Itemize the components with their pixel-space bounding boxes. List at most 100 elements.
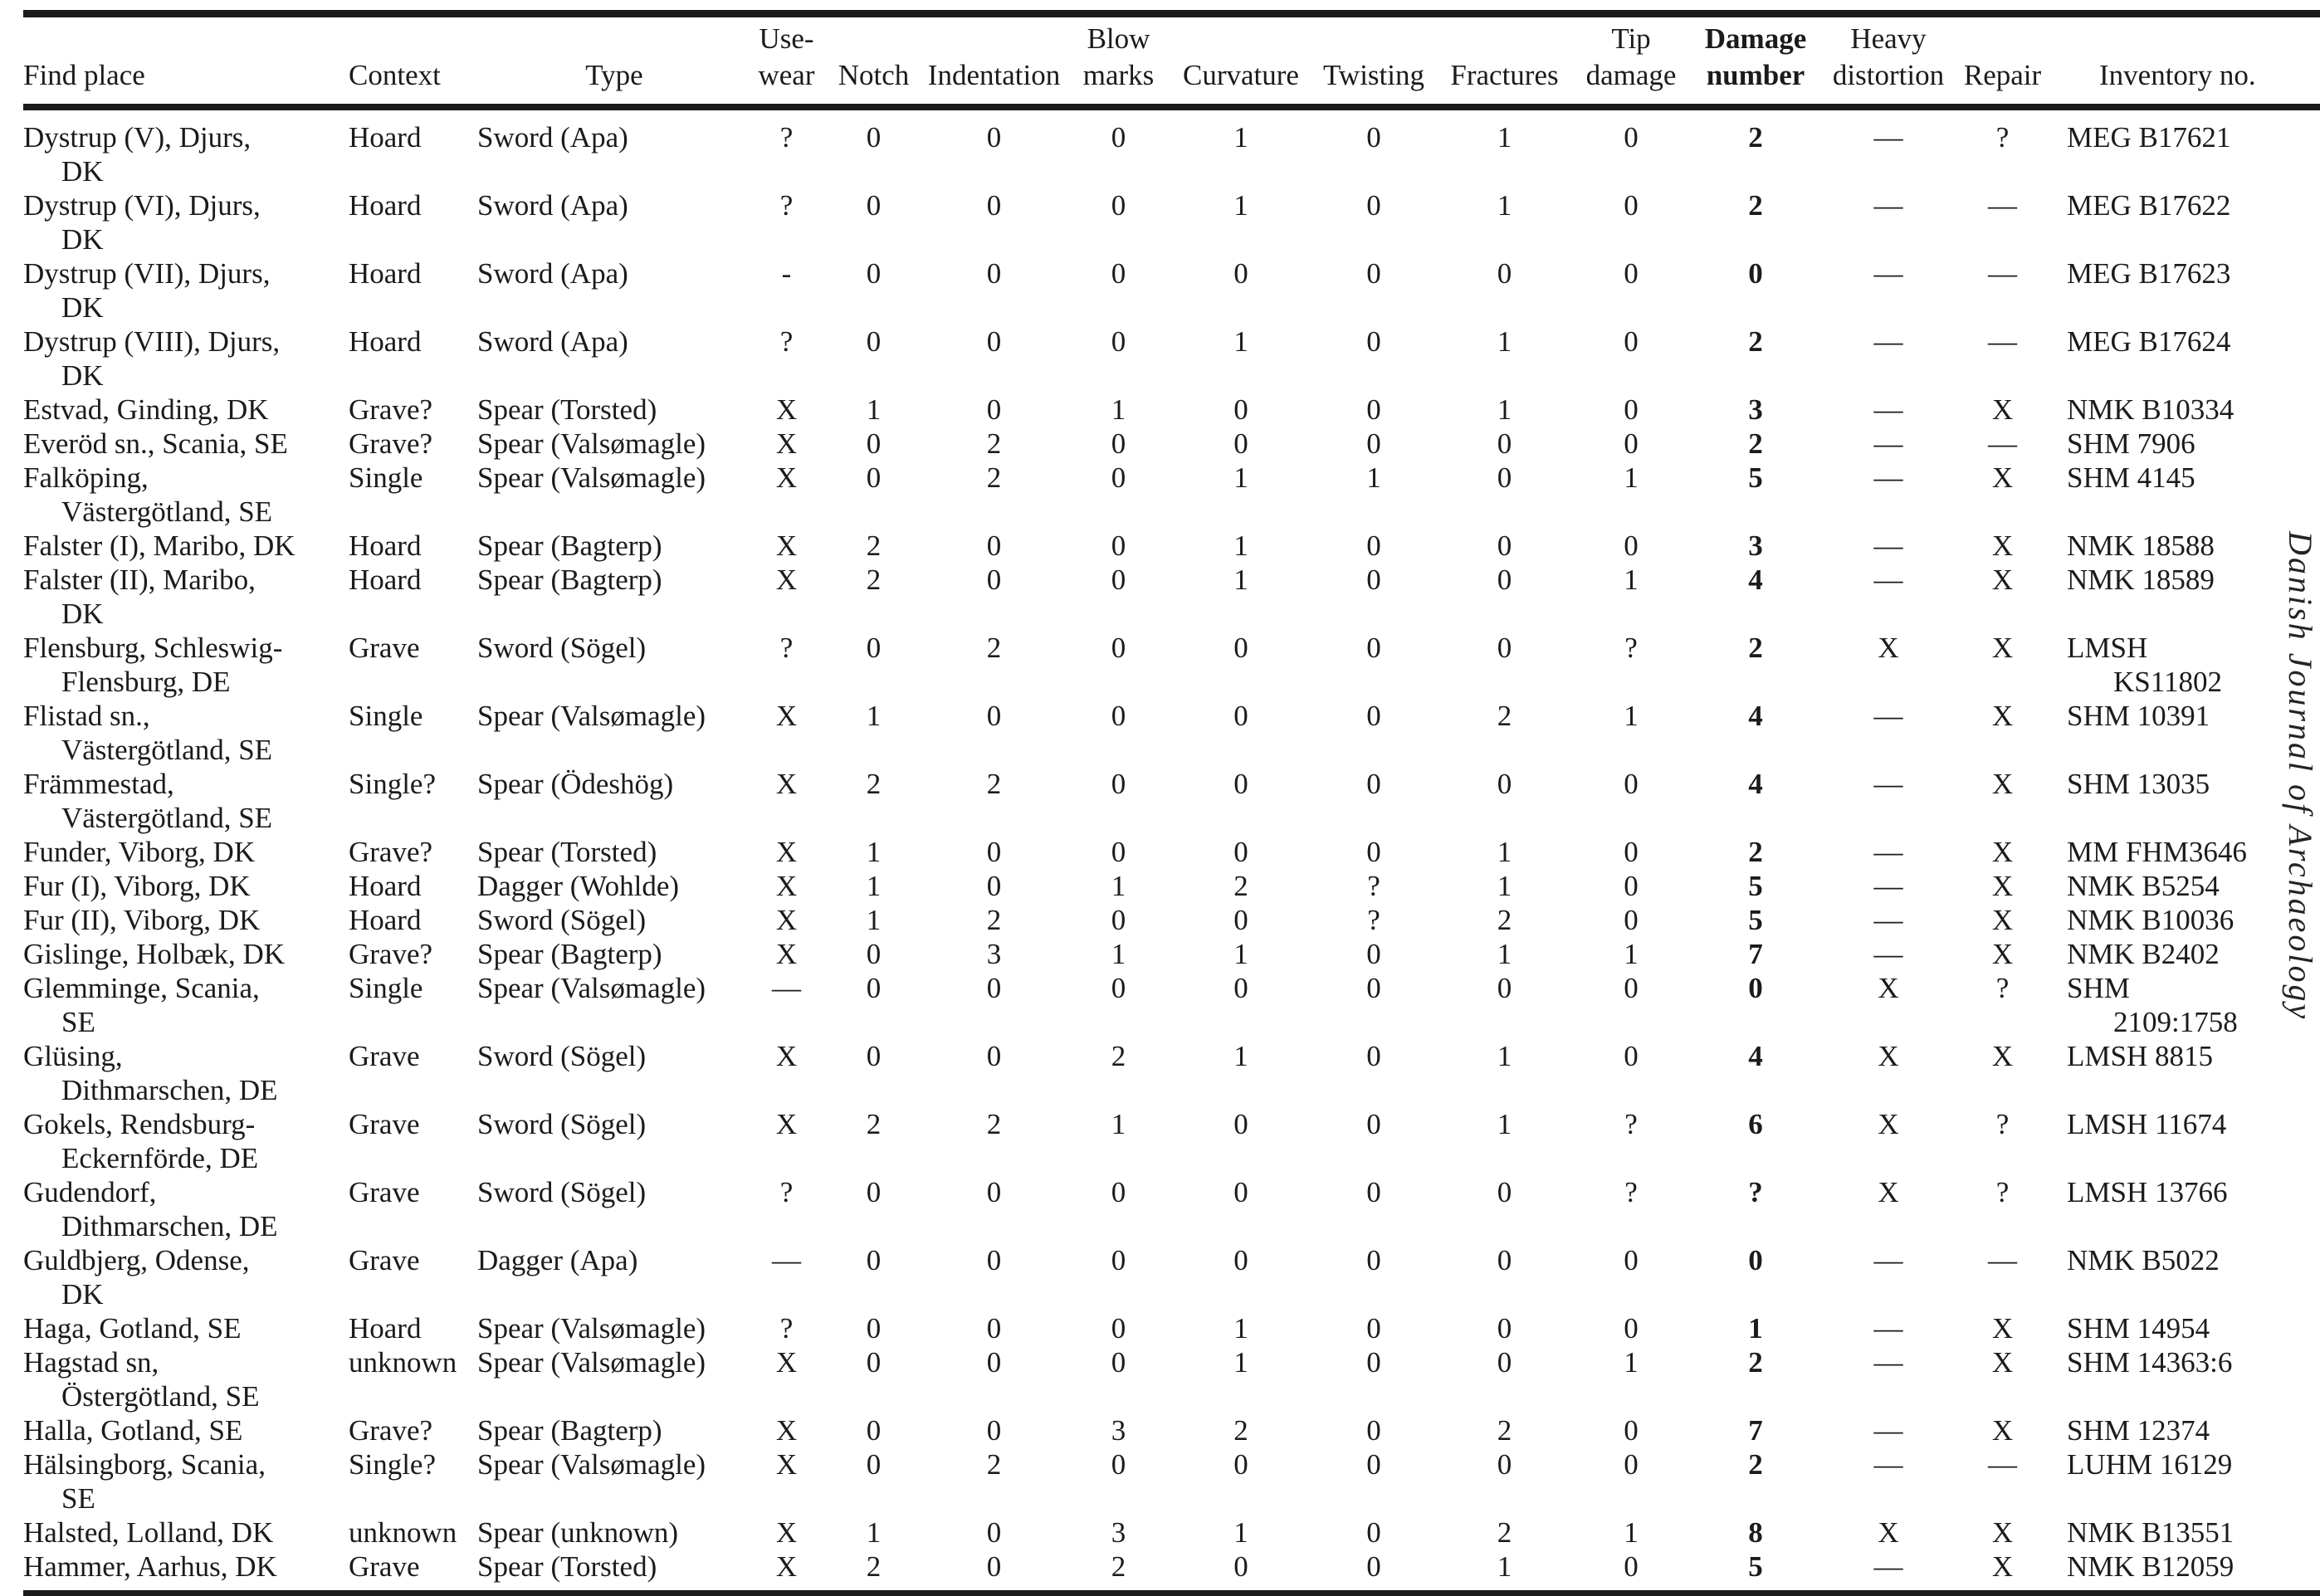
table-cell: — xyxy=(1988,325,2017,358)
table-cell: 2 xyxy=(1748,325,1763,358)
table-cell: 0 xyxy=(1748,257,1763,290)
table-cell: Sword (Apa) xyxy=(477,189,628,222)
table-cell: 1 xyxy=(1624,700,1639,732)
table-cell: X xyxy=(1991,768,2014,800)
table-cell: — xyxy=(1988,427,2017,460)
table-cell: 0 xyxy=(1624,530,1639,562)
table-cell: ? xyxy=(1624,1108,1638,1140)
table-cell: 0 xyxy=(1233,1176,1248,1208)
table-cell: — xyxy=(1873,904,1903,936)
table-cell: ? xyxy=(779,121,794,154)
table-cell: — xyxy=(1873,257,1903,290)
table-cell: Spear (Bagterp) xyxy=(477,1414,662,1447)
table-cell: 0 xyxy=(1366,325,1381,358)
table-cell: Hoard xyxy=(349,1312,422,1345)
table-cell: ? xyxy=(1367,870,1380,902)
table-cell: Spear (Torsted) xyxy=(477,836,657,868)
column-header: Find place xyxy=(23,13,349,110)
table-row: Fur (I), Viborg, DK Hoard Dagger (Wohlde) X… xyxy=(23,869,2320,903)
table-cell: 1 xyxy=(1233,1346,1248,1379)
table-row: Haga, Gotland, SE Hoard Spear (Valsømagle)… xyxy=(23,1311,2320,1345)
table-cell: X xyxy=(1991,836,2014,868)
table-cell: 2 xyxy=(1111,1550,1126,1583)
table-cell: 0 xyxy=(866,121,882,154)
table-cell: Spear (Bagterp) xyxy=(477,530,662,562)
table-cell: 0 xyxy=(866,1312,882,1345)
table-cell: 0 xyxy=(1111,530,1126,562)
table-cell: 0 xyxy=(866,1448,882,1481)
table-cell: unknown xyxy=(349,1516,457,1549)
table-cell: Hagstad sn, Östergötland, SE xyxy=(23,1346,260,1413)
table-cell: — xyxy=(1873,189,1903,222)
table-cell: 1 xyxy=(1624,564,1639,596)
table-cell: Estvad, Ginding, DK xyxy=(23,393,269,426)
table-cell: Flistad sn., Västergötland, SE xyxy=(23,700,273,766)
table-cell: X xyxy=(1878,1040,1899,1072)
table-cell: Sword (Sögel) xyxy=(477,1176,647,1208)
table-cell: Grave xyxy=(349,632,420,664)
table-cell: 1 xyxy=(1497,1040,1512,1072)
table-cell: 2 xyxy=(1497,1516,1512,1549)
table-row: Dystrup (VIII), Djurs, DK Hoard Sword (Apa… xyxy=(23,325,2320,393)
table-cell: 0 xyxy=(986,700,1002,732)
table-cell: Spear (Valsømagle) xyxy=(477,972,706,1004)
table-cell: X xyxy=(775,938,798,970)
column-header: Repair xyxy=(1959,13,2046,110)
table-cell: Hoard xyxy=(349,904,422,936)
table-cell: 1 xyxy=(1497,836,1512,868)
table-cell: ? xyxy=(1624,1176,1638,1208)
table-cell: 0 xyxy=(1624,1244,1639,1276)
table-cell: Spear (Ödeshög) xyxy=(477,768,674,800)
table-cell: 1 xyxy=(1497,325,1512,358)
table-cell: 0 xyxy=(986,1244,1002,1276)
table-cell: 0 xyxy=(1111,257,1126,290)
table-cell: 0 xyxy=(1233,904,1248,936)
table-cell: 0 xyxy=(1233,1448,1248,1481)
table-row: Falköping, Västergötland, SE Single Spear … xyxy=(23,461,2320,529)
table-cell: 1 xyxy=(1233,121,1248,154)
table-cell: 1 xyxy=(1233,938,1248,970)
table-cell: Spear (Bagterp) xyxy=(477,564,662,596)
table-cell: unknown xyxy=(349,1346,457,1379)
table-cell: 1 xyxy=(1497,189,1512,222)
table-cell: Dystrup (VI), Djurs, DK xyxy=(23,189,261,256)
table-cell: 2 xyxy=(1748,836,1763,868)
table-cell: 0 xyxy=(1624,325,1639,358)
table-cell: 1 xyxy=(1497,393,1512,426)
table-cell: X xyxy=(1878,1176,1899,1208)
table-cell: Spear (Bagterp) xyxy=(477,938,662,970)
table-cell: 2 xyxy=(866,768,882,800)
table-cell: 2 xyxy=(1748,189,1763,222)
table-cell: Sword (Sögel) xyxy=(477,632,647,664)
table-cell: 1 xyxy=(866,700,882,732)
table-cell: 2 xyxy=(866,1550,882,1583)
table-cell: 6 xyxy=(1748,1108,1763,1140)
table-cell: 0 xyxy=(986,257,1002,290)
table-cell: Spear (Valsømagle) xyxy=(477,700,706,732)
table-cell: 4 xyxy=(1748,700,1763,732)
column-header: Indentation xyxy=(926,13,1062,110)
table-cell: 2 xyxy=(1233,1414,1248,1447)
table-row: Fur (II), Viborg, DK Hoard Sword (Sögel) X 1… xyxy=(23,903,2320,937)
table-cell: ? xyxy=(1995,972,2010,1004)
table-cell: SHM 14363:6 xyxy=(2067,1346,2233,1379)
table-cell: 0 xyxy=(986,870,1002,902)
table-cell: — xyxy=(1873,1244,1903,1276)
table-cell: 0 xyxy=(1111,1176,1126,1208)
table-cell: — xyxy=(1873,1448,1903,1481)
table-cell: X xyxy=(775,1448,798,1481)
table-cell: X xyxy=(775,700,798,732)
table-cell: Glemminge, Scania, SE xyxy=(23,972,260,1038)
table-cell: 0 xyxy=(1497,1176,1512,1208)
table-cell: 7 xyxy=(1748,1414,1763,1447)
table-cell: ? xyxy=(1748,1176,1763,1208)
table-cell: Hoard xyxy=(349,121,422,154)
table-row: Främmestad, Västergötland, SE Single? Spea… xyxy=(23,767,2320,835)
table-cell: Spear (Valsømagle) xyxy=(477,427,706,460)
table-cell: Grave xyxy=(349,1040,420,1072)
table-cell: 1 xyxy=(1233,1040,1248,1072)
table-cell: 0 xyxy=(1111,325,1126,358)
table-cell: X xyxy=(775,1346,798,1379)
table-cell: Dystrup (V), Djurs, DK xyxy=(23,121,252,188)
